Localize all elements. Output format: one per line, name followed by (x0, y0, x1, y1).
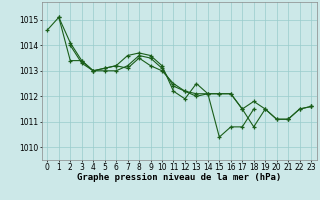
X-axis label: Graphe pression niveau de la mer (hPa): Graphe pression niveau de la mer (hPa) (77, 173, 281, 182)
